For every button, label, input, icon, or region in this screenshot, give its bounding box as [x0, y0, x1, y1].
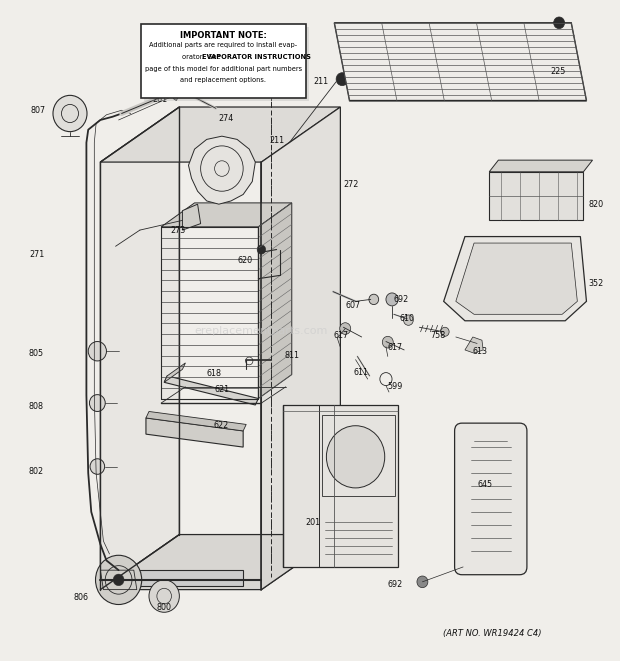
- Circle shape: [113, 574, 124, 586]
- Text: 610: 610: [400, 315, 415, 323]
- Polygon shape: [100, 107, 179, 590]
- Text: 613: 613: [473, 347, 488, 356]
- Polygon shape: [173, 87, 182, 100]
- Polygon shape: [262, 107, 340, 590]
- Polygon shape: [489, 160, 593, 172]
- Text: 607: 607: [345, 301, 360, 311]
- Polygon shape: [283, 405, 398, 567]
- Polygon shape: [188, 136, 255, 204]
- Text: 211: 211: [269, 136, 285, 145]
- Text: 611: 611: [354, 368, 369, 377]
- Polygon shape: [100, 107, 340, 162]
- Polygon shape: [334, 23, 587, 100]
- Circle shape: [340, 323, 351, 334]
- Polygon shape: [146, 411, 246, 431]
- Text: 802: 802: [29, 467, 44, 475]
- Text: 758: 758: [430, 331, 446, 340]
- Polygon shape: [489, 172, 583, 220]
- Text: 692: 692: [388, 580, 403, 589]
- Text: 211: 211: [313, 77, 328, 86]
- Polygon shape: [456, 243, 577, 315]
- Circle shape: [369, 294, 379, 305]
- Text: Additional parts are required to install evap-: Additional parts are required to install…: [149, 42, 298, 48]
- Polygon shape: [164, 363, 185, 382]
- Polygon shape: [161, 203, 292, 227]
- Circle shape: [53, 95, 87, 132]
- Text: 274: 274: [219, 114, 234, 123]
- Text: 805: 805: [29, 348, 44, 358]
- Polygon shape: [444, 237, 587, 321]
- Polygon shape: [182, 204, 201, 230]
- Circle shape: [90, 459, 105, 475]
- Text: orator.  See: orator. See: [182, 54, 223, 60]
- Text: 806: 806: [73, 593, 88, 602]
- Text: 800: 800: [157, 603, 172, 611]
- Text: 201: 201: [305, 518, 321, 527]
- Text: and replacement options.: and replacement options.: [180, 77, 267, 83]
- Polygon shape: [146, 418, 243, 447]
- Circle shape: [95, 555, 142, 605]
- Circle shape: [88, 342, 107, 361]
- Text: page of this model for additional part numbers: page of this model for additional part n…: [145, 65, 302, 71]
- Text: 272: 272: [343, 180, 359, 189]
- Circle shape: [383, 336, 393, 348]
- Text: 808: 808: [29, 402, 44, 410]
- Text: 271: 271: [29, 250, 45, 258]
- Text: 807: 807: [30, 106, 46, 115]
- Text: 352: 352: [588, 280, 603, 288]
- Polygon shape: [164, 376, 259, 405]
- Text: 617: 617: [333, 331, 348, 340]
- Text: 620: 620: [237, 256, 252, 265]
- Text: IMPORTANT NOTE:: IMPORTANT NOTE:: [180, 31, 267, 40]
- Circle shape: [554, 17, 565, 28]
- Circle shape: [441, 327, 449, 336]
- Text: 820: 820: [588, 200, 603, 209]
- Text: 617: 617: [388, 344, 403, 352]
- Text: 225: 225: [550, 67, 565, 76]
- Circle shape: [257, 245, 265, 254]
- Circle shape: [404, 315, 414, 325]
- FancyBboxPatch shape: [454, 423, 527, 574]
- Circle shape: [417, 576, 428, 588]
- Text: 811: 811: [285, 350, 299, 360]
- Text: 645: 645: [477, 480, 492, 489]
- Text: 273: 273: [170, 225, 185, 235]
- Text: (ART NO. WR19424 C4): (ART NO. WR19424 C4): [443, 629, 541, 639]
- Polygon shape: [100, 535, 340, 590]
- Text: 692: 692: [394, 295, 409, 304]
- Circle shape: [386, 293, 398, 306]
- Text: 621: 621: [215, 385, 230, 394]
- Text: 261: 261: [152, 95, 167, 104]
- FancyBboxPatch shape: [144, 27, 309, 101]
- Circle shape: [336, 73, 348, 86]
- Circle shape: [326, 426, 385, 488]
- Text: ereplacementparts.com: ereplacementparts.com: [195, 325, 328, 336]
- Text: 622: 622: [214, 420, 229, 430]
- Circle shape: [149, 580, 179, 612]
- Text: 599: 599: [388, 382, 403, 391]
- Text: 618: 618: [207, 369, 222, 378]
- Polygon shape: [465, 337, 483, 353]
- Polygon shape: [259, 203, 292, 399]
- Text: EVAPORATOR INSTRUCTIONS: EVAPORATOR INSTRUCTIONS: [202, 54, 311, 60]
- FancyBboxPatch shape: [141, 24, 306, 98]
- Polygon shape: [118, 570, 243, 586]
- Circle shape: [89, 395, 105, 411]
